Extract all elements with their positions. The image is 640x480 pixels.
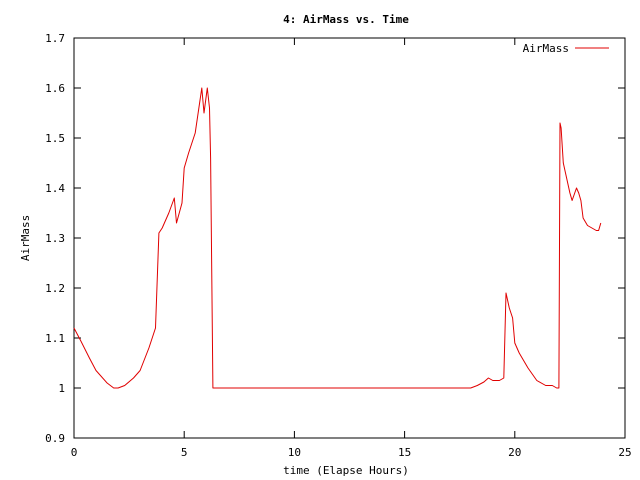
- axis-ticks: [74, 38, 625, 438]
- series-group: [73, 87, 602, 389]
- x-tick-label: 5: [181, 446, 188, 459]
- y-tick-label: 1.2: [45, 282, 65, 295]
- x-tick-label: 25: [618, 446, 631, 459]
- chart-title: 4: AirMass vs. Time: [283, 13, 409, 26]
- y-tick-label: 1.3: [45, 232, 65, 245]
- series-line-airmass: [73, 87, 602, 389]
- y-tick-label: 1.7: [45, 32, 65, 45]
- x-tick-label: 20: [508, 446, 521, 459]
- y-tick-label: 1.1: [45, 332, 65, 345]
- y-axis-label: AirMass: [19, 215, 32, 261]
- y-tick-label: 1.5: [45, 132, 65, 145]
- y-tick-label: 1: [58, 382, 65, 395]
- x-tick-labels: 0 5 10 15 20 25: [71, 446, 632, 459]
- y-tick-label: 1.6: [45, 82, 65, 95]
- y-tick-label: 0.9: [45, 432, 65, 445]
- legend-label: AirMass: [523, 42, 569, 55]
- x-tick-label: 0: [71, 446, 78, 459]
- x-axis-label: time (Elapse Hours): [283, 464, 409, 477]
- x-tick-label: 10: [288, 446, 301, 459]
- y-tick-label: 1.4: [45, 182, 65, 195]
- x-tick-label: 15: [398, 446, 411, 459]
- plot-border: [73, 37, 626, 439]
- legend: AirMass: [523, 42, 609, 55]
- y-tick-labels: 0.9 1 1.1 1.2 1.3 1.4 1.5 1.6 1.7: [45, 32, 65, 445]
